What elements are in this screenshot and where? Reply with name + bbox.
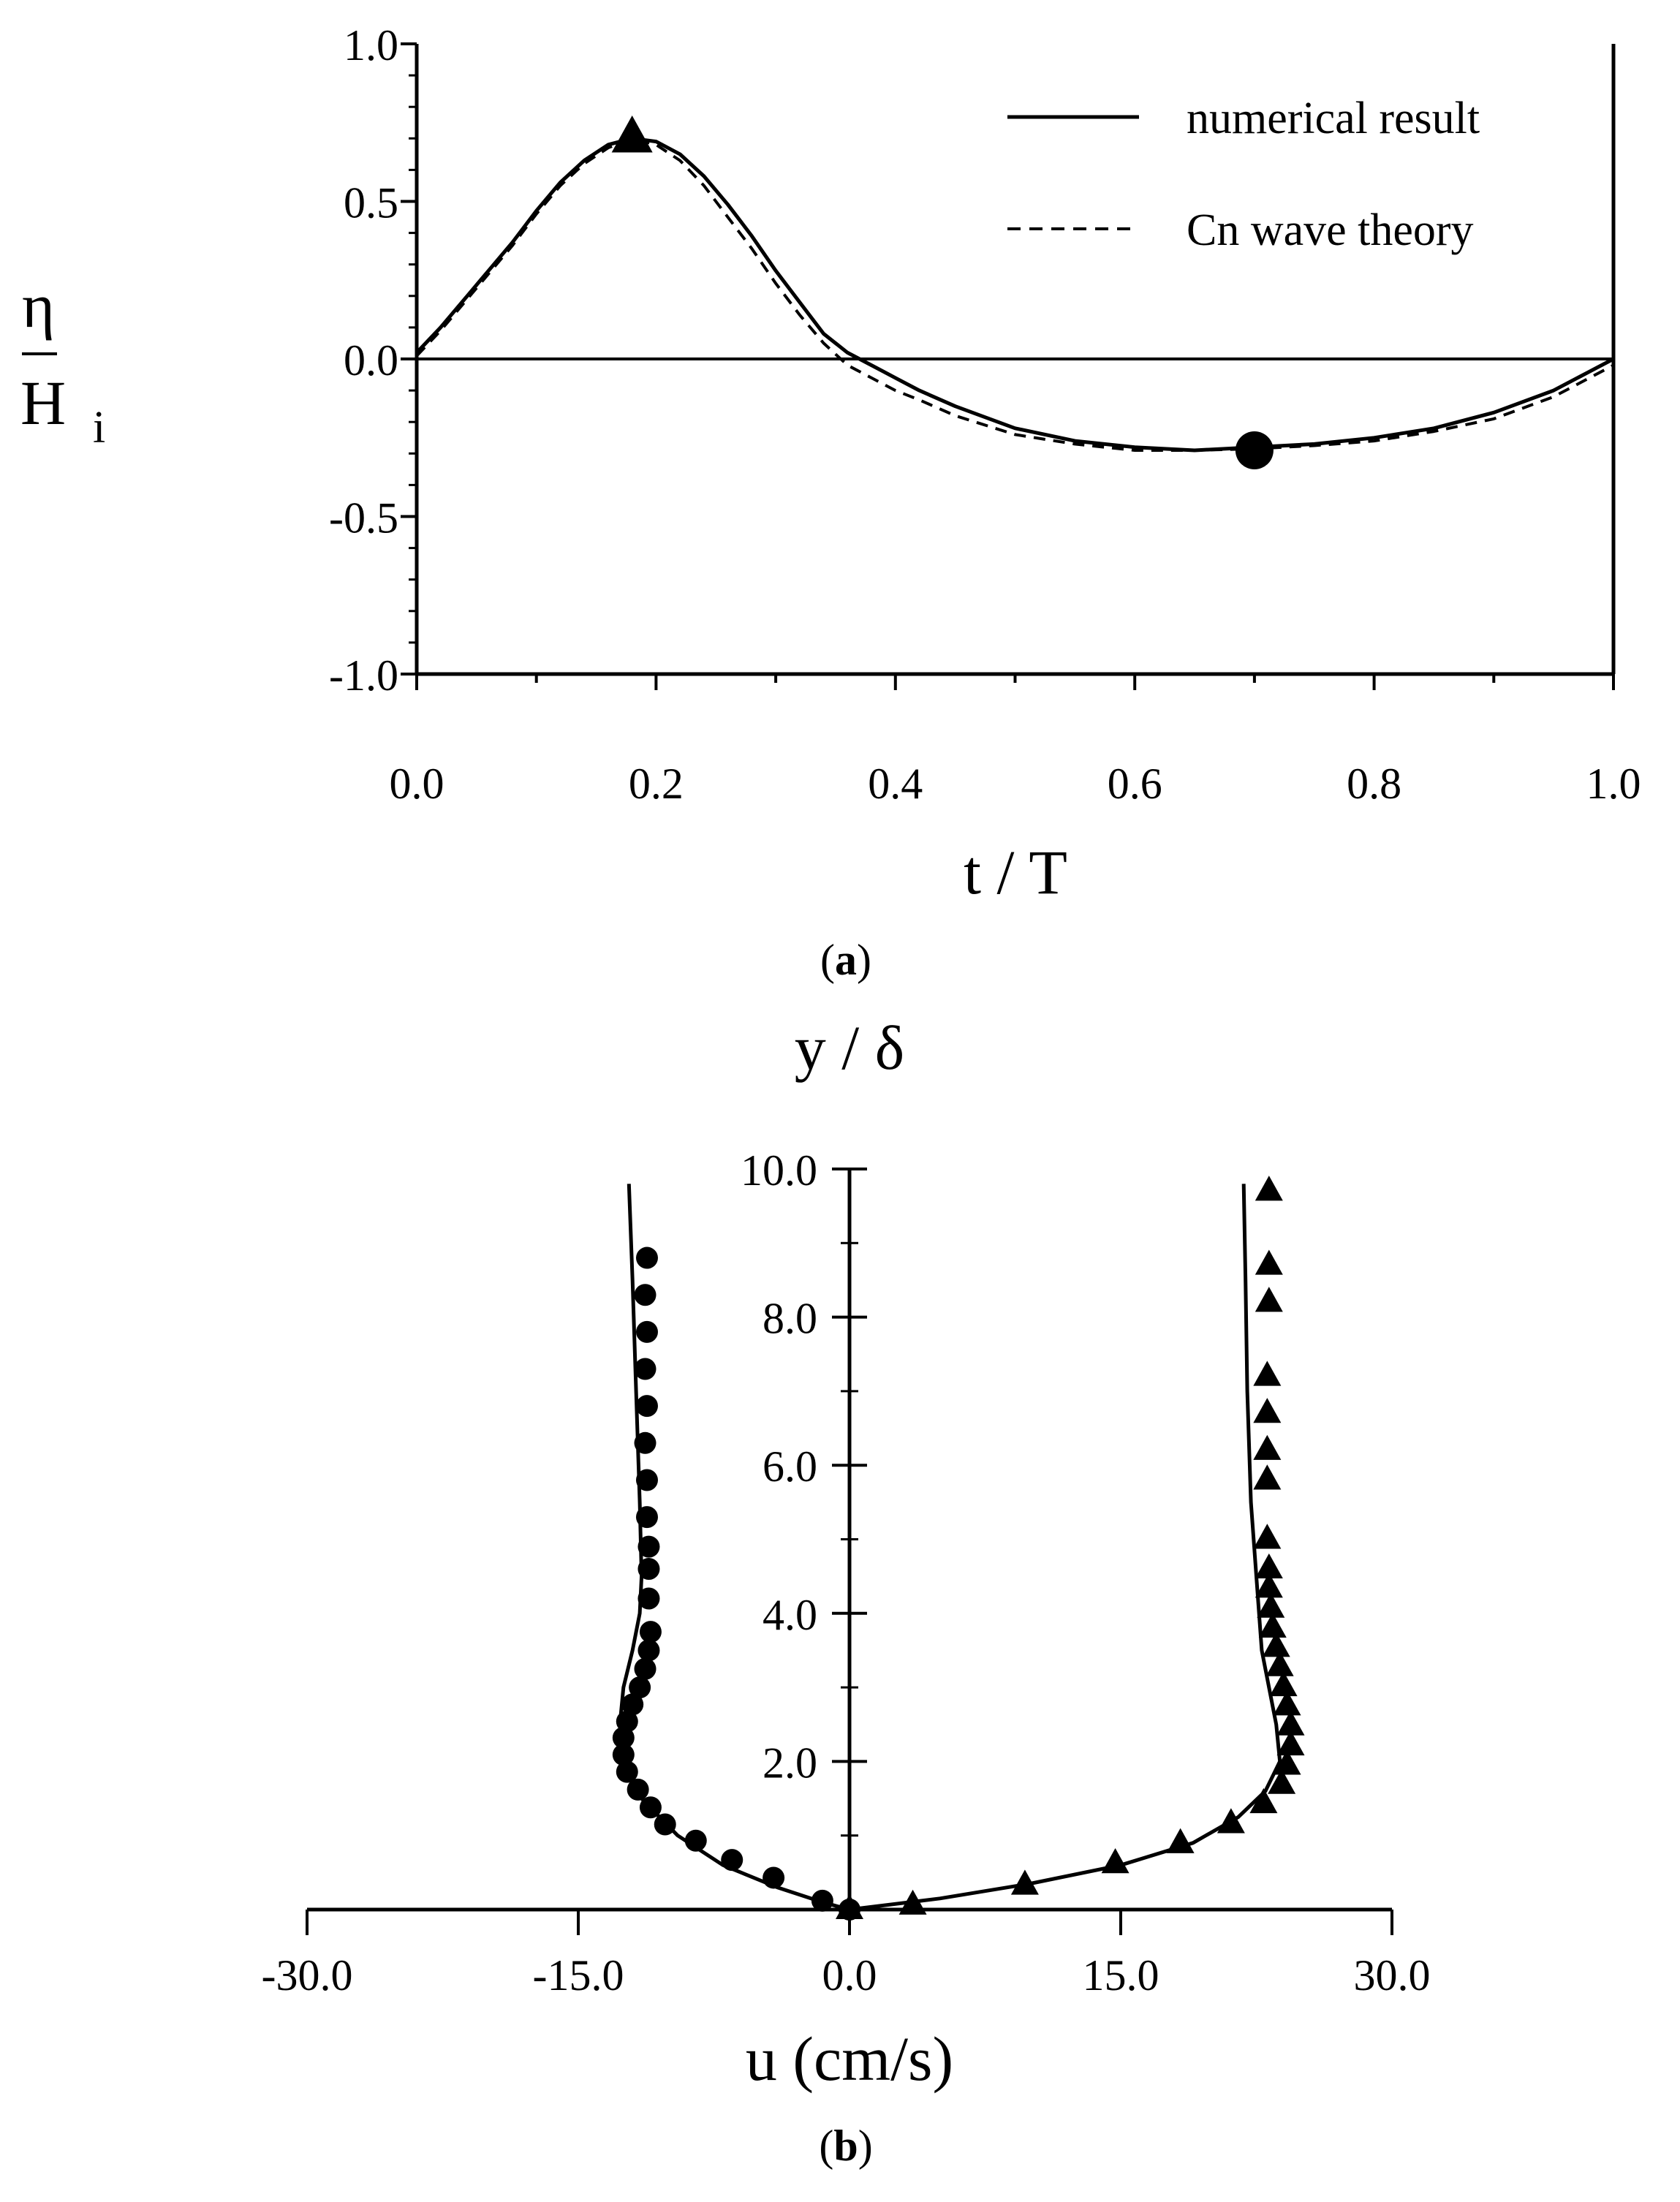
trough-data-point — [627, 1778, 649, 1801]
crest-data-point — [1249, 1787, 1278, 1814]
panel-a-chart: 0.0 0.2 0.4 0.6 0.8 1.0 1.0 0.5 0.0 -0.5 -1.0 num… — [20, 21, 1641, 984]
x-tick-label: 15.0 — [1083, 1951, 1159, 1999]
crest-data-point — [1253, 1434, 1282, 1460]
trough-data-point — [612, 1726, 635, 1749]
y-tick-label: -1.0 — [329, 651, 398, 700]
trough-data-point — [763, 1866, 785, 1889]
y-tick-label: 1.0 — [344, 21, 398, 69]
panel-a-y-axis-label: η H i — [20, 270, 105, 453]
trough-data-point — [637, 1535, 660, 1558]
panel-a-x-axis-label: t / T — [964, 837, 1067, 907]
panel-b-chart: y / δ -30.0 -15.0 0.0 15.0 30.0 2.0 4.0 6.0 8.0… — [262, 1013, 1431, 2170]
crest-data-point — [898, 1889, 927, 1915]
trough-data-point — [616, 1710, 638, 1733]
crest-velocity-profile-line — [849, 1184, 1282, 1912]
crest-data-point — [1253, 1464, 1282, 1490]
x-tick-label: 0.2 — [629, 760, 684, 808]
trough-data-point — [811, 1889, 833, 1912]
x-tick-label: 1.0 — [1586, 760, 1641, 808]
trough-data-point — [635, 1320, 658, 1343]
panel-b-x-axis-label: u (cm/s) — [746, 2024, 953, 2094]
crest-data-point — [1255, 1553, 1283, 1579]
panel-b-label: (b) — [819, 2122, 872, 2170]
crest-data-point — [1217, 1808, 1245, 1834]
y-label-numerator: η — [22, 270, 55, 341]
trough-data-point — [635, 1469, 658, 1491]
trough-data-point — [637, 1558, 660, 1581]
x-tick-label: 30.0 — [1354, 1951, 1431, 1999]
panel-a-label: (a) — [820, 936, 871, 984]
crest-data-point — [1255, 1573, 1283, 1598]
y-tick-label: 6.0 — [763, 1442, 817, 1491]
trough-data-point — [639, 1621, 662, 1643]
legend-label-cn-theory: Cn wave theory — [1187, 205, 1474, 255]
crest-data-point — [1269, 1671, 1298, 1697]
trough-data-point — [629, 1676, 651, 1699]
x-tick-label: 0.0 — [822, 1951, 877, 1999]
x-tick-label: -30.0 — [262, 1951, 353, 1999]
crest-data-point — [1258, 1612, 1287, 1638]
y-label-denominator: H — [20, 368, 66, 438]
crest-data-point — [1276, 1730, 1305, 1756]
trough-data-point — [721, 1849, 743, 1872]
trough-data-point — [635, 1246, 658, 1269]
crest-data-point — [1276, 1710, 1305, 1736]
numerical-result-line — [415, 136, 1615, 453]
crest-data-point — [1273, 1690, 1301, 1716]
crest-data-point — [1010, 1869, 1039, 1895]
trough-data-point — [634, 1657, 657, 1680]
panel-b-y-axis-label: y / δ — [795, 1013, 904, 1083]
trough-circle-marker — [1235, 431, 1274, 469]
y-tick-label: 8.0 — [763, 1295, 817, 1343]
trough-data-point — [684, 1829, 707, 1852]
trough-data-point — [635, 1506, 658, 1529]
x-tick-label: 0.0 — [390, 760, 444, 808]
panel-a-legend: numerical result Cn wave theory — [1007, 94, 1480, 255]
trough-data-point — [639, 1796, 662, 1819]
crest-data-point — [1257, 1592, 1285, 1618]
crest-data-point — [1255, 1249, 1283, 1275]
y-tick-label: 0.0 — [344, 336, 398, 385]
trough-data-point — [612, 1744, 635, 1766]
y-tick-label: 10.0 — [741, 1146, 817, 1195]
legend-label-numerical: numerical result — [1187, 94, 1480, 143]
y-tick-label: -0.5 — [329, 494, 398, 542]
trough-data-point — [634, 1358, 657, 1380]
x-tick-label: 0.6 — [1108, 760, 1162, 808]
y-label-subscript: i — [93, 403, 105, 453]
crest-data-point — [1262, 1632, 1290, 1657]
trough-data-point — [634, 1431, 657, 1454]
trough-data-point — [654, 1813, 676, 1836]
crest-data-point — [1255, 1176, 1283, 1201]
crest-data-point — [1265, 1651, 1294, 1676]
trough-data-point — [637, 1639, 660, 1662]
trough-data-point — [635, 1395, 658, 1418]
y-tick-label: 4.0 — [763, 1591, 817, 1639]
crest-data-point — [836, 1893, 863, 1919]
crest-data-point — [1253, 1361, 1282, 1386]
x-tick-label: 0.8 — [1347, 760, 1401, 808]
crest-data-point — [1255, 1287, 1283, 1312]
crest-data-point — [1101, 1847, 1130, 1874]
crest-data-point — [1253, 1524, 1282, 1549]
crest-data-point — [1273, 1749, 1301, 1775]
crest-data-point — [1253, 1398, 1282, 1423]
cn-wave-theory-line — [415, 137, 1614, 452]
trough-data-point — [637, 1587, 660, 1610]
crest-data-point — [1166, 1828, 1195, 1853]
y-tick-label: 0.5 — [344, 179, 398, 227]
x-tick-label: -15.0 — [533, 1951, 624, 1999]
peak-triangle-marker — [611, 116, 653, 153]
crest-data-point — [1268, 1768, 1296, 1794]
trough-data-point — [621, 1693, 644, 1716]
trough-data-point — [616, 1760, 638, 1783]
trough-data-point — [634, 1284, 657, 1306]
y-tick-label: 2.0 — [763, 1738, 817, 1787]
x-tick-label: 0.4 — [868, 760, 923, 808]
